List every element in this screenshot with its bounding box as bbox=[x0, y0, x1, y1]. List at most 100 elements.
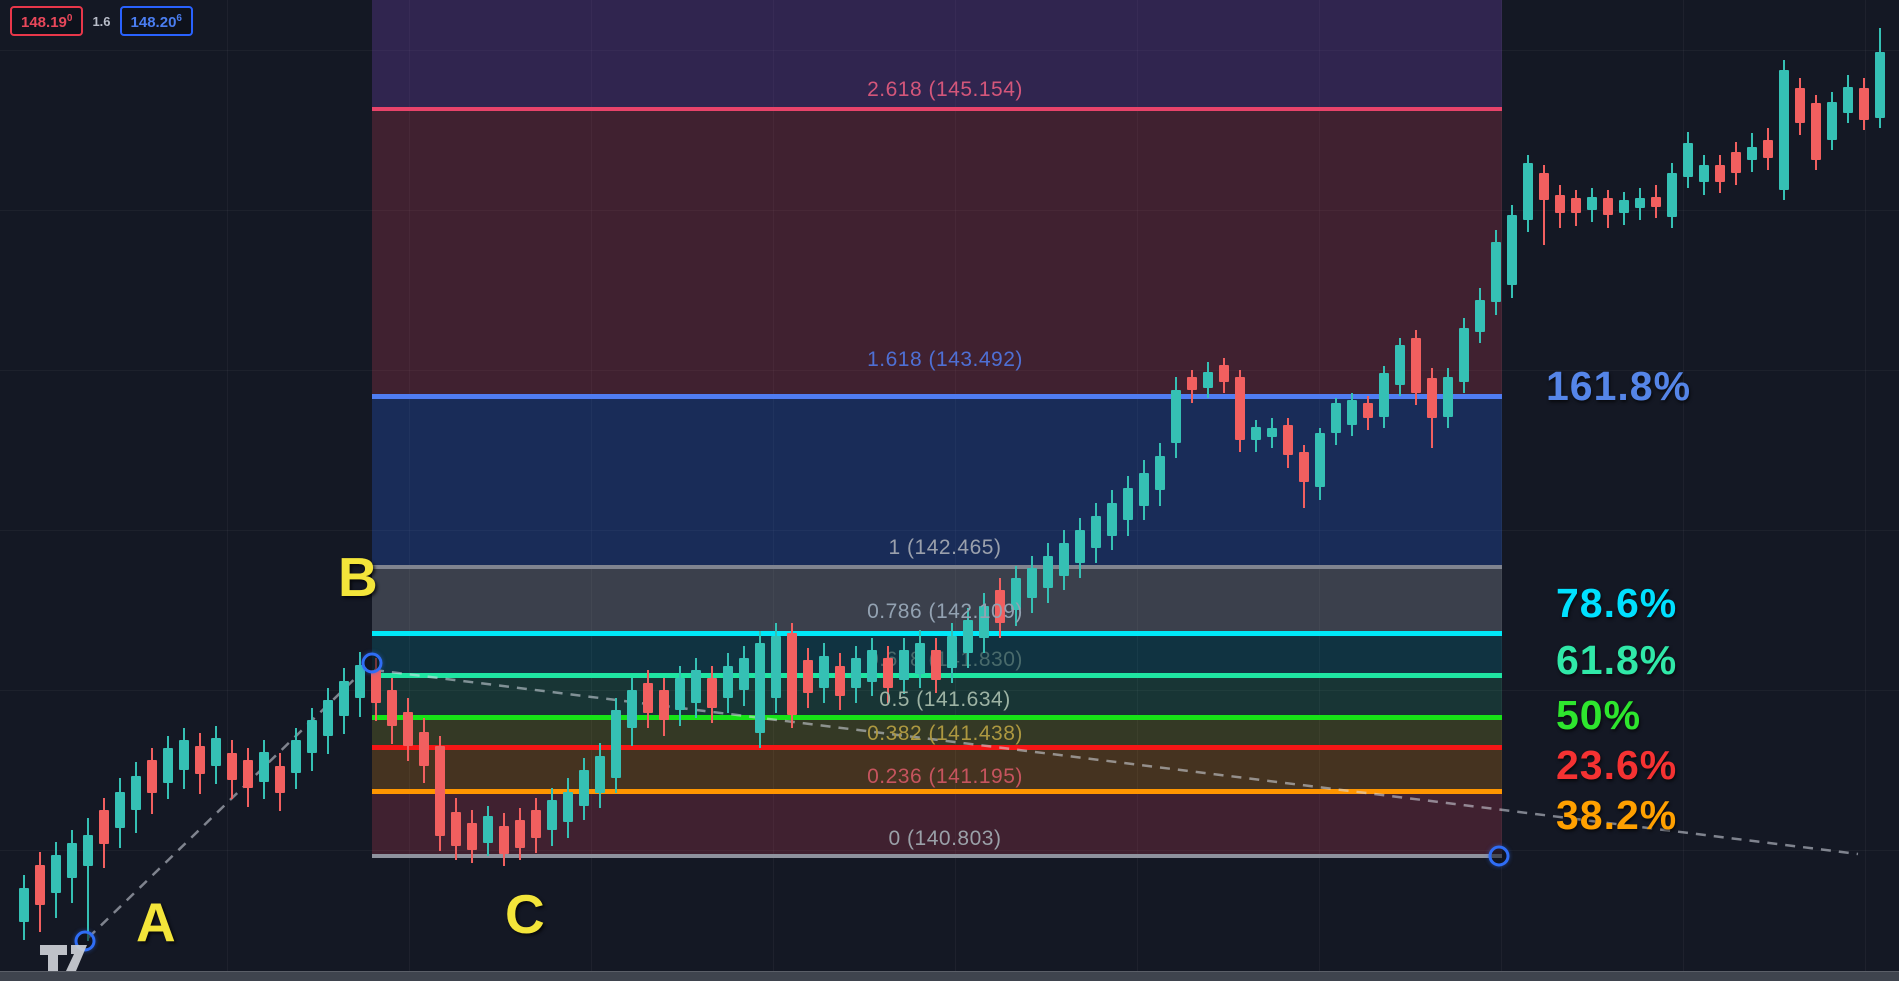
point-a-label: A bbox=[136, 891, 176, 953]
grid-vline bbox=[1865, 0, 1866, 981]
candle bbox=[547, 800, 557, 830]
candle bbox=[195, 746, 205, 774]
candle bbox=[659, 690, 669, 720]
candle bbox=[1315, 433, 1325, 487]
candle bbox=[483, 816, 493, 843]
candle bbox=[1795, 88, 1805, 123]
percent-label: 50% bbox=[1556, 692, 1642, 738]
candle bbox=[467, 823, 477, 850]
candle bbox=[339, 681, 349, 716]
candle bbox=[1859, 88, 1869, 120]
candle bbox=[1043, 556, 1053, 588]
candle bbox=[51, 855, 61, 893]
grid-vline bbox=[773, 0, 774, 981]
fib-line-1[interactable] bbox=[372, 565, 1502, 569]
fib-line-2618[interactable] bbox=[372, 107, 1502, 111]
candle bbox=[1411, 338, 1421, 393]
candle bbox=[1267, 428, 1277, 437]
grid-hline bbox=[0, 210, 1899, 211]
candle bbox=[611, 710, 621, 778]
fib-anchor-b[interactable] bbox=[361, 652, 383, 674]
sell-button[interactable]: 148.190 bbox=[10, 6, 84, 36]
zone-1618-1 bbox=[372, 396, 1502, 567]
candle bbox=[99, 810, 109, 844]
candle bbox=[259, 752, 269, 782]
candle bbox=[1459, 328, 1469, 382]
candle bbox=[1331, 403, 1341, 433]
bid-pip-sup: 0 bbox=[66, 13, 73, 24]
fib-line-0236-label: 0.236 (141.195) bbox=[867, 765, 1023, 788]
candle bbox=[419, 732, 429, 766]
candle bbox=[1363, 403, 1373, 418]
candle bbox=[691, 670, 701, 703]
buy-button[interactable]: 148.206 bbox=[119, 6, 193, 36]
candle bbox=[771, 636, 781, 698]
candle bbox=[211, 738, 221, 766]
candle bbox=[915, 643, 925, 674]
candle bbox=[979, 606, 989, 638]
candle bbox=[739, 658, 749, 690]
point-b-label: B bbox=[338, 546, 378, 608]
candle bbox=[627, 690, 637, 728]
candle bbox=[1715, 165, 1725, 182]
candle bbox=[1059, 543, 1069, 576]
tradingview-logo[interactable] bbox=[38, 942, 90, 977]
bid-price: 148.19 bbox=[21, 14, 67, 31]
candle bbox=[1203, 372, 1213, 388]
candle bbox=[1123, 488, 1133, 520]
tradingview-logo-icon bbox=[40, 945, 87, 971]
candle bbox=[19, 888, 29, 922]
candle bbox=[1667, 173, 1677, 217]
grid-vline bbox=[1137, 0, 1138, 981]
candle bbox=[1027, 568, 1037, 598]
fib-line-0786[interactable] bbox=[372, 630, 1502, 636]
fib-line-0-label: 0 (140.803) bbox=[888, 827, 1002, 850]
candle bbox=[1379, 373, 1389, 417]
fib-line-0[interactable] bbox=[372, 854, 1502, 858]
candle bbox=[931, 650, 941, 680]
zone-above-2618 bbox=[372, 0, 1502, 109]
percent-label: 23.6% bbox=[1556, 742, 1678, 788]
candle bbox=[323, 700, 333, 736]
candle bbox=[1827, 102, 1837, 140]
candle bbox=[803, 660, 813, 693]
candle bbox=[1811, 103, 1821, 160]
candle bbox=[819, 656, 829, 688]
candle bbox=[355, 665, 365, 698]
candle bbox=[867, 650, 877, 682]
candle-wick bbox=[1543, 165, 1545, 245]
candle bbox=[1219, 365, 1229, 382]
grid-vline bbox=[1683, 0, 1684, 981]
candle bbox=[1475, 300, 1485, 332]
candle bbox=[787, 633, 797, 715]
candle bbox=[35, 865, 45, 905]
candle bbox=[1299, 452, 1309, 482]
percent-label: 161.8% bbox=[1546, 363, 1692, 409]
candle bbox=[1251, 427, 1261, 440]
fib-line-1618[interactable] bbox=[372, 393, 1502, 399]
candle bbox=[995, 590, 1005, 623]
candle bbox=[1555, 195, 1565, 213]
spread-value: 1.6 bbox=[92, 13, 111, 29]
bottom-scrollbar[interactable] bbox=[0, 971, 1899, 981]
candle bbox=[1427, 378, 1437, 418]
candle bbox=[1395, 345, 1405, 385]
candle bbox=[403, 712, 413, 746]
candle bbox=[1619, 200, 1629, 213]
grid-vline bbox=[591, 0, 592, 981]
candle bbox=[67, 843, 77, 878]
fib-anchor-d[interactable] bbox=[1488, 845, 1510, 867]
grid-hline bbox=[0, 370, 1899, 371]
grid-vline bbox=[409, 0, 410, 981]
candle bbox=[1443, 377, 1453, 417]
candle bbox=[227, 753, 237, 780]
fib-line-2618-label: 2.618 (145.154) bbox=[867, 78, 1023, 101]
candle bbox=[563, 792, 573, 822]
candle bbox=[275, 766, 285, 793]
grid-hline bbox=[0, 530, 1899, 531]
